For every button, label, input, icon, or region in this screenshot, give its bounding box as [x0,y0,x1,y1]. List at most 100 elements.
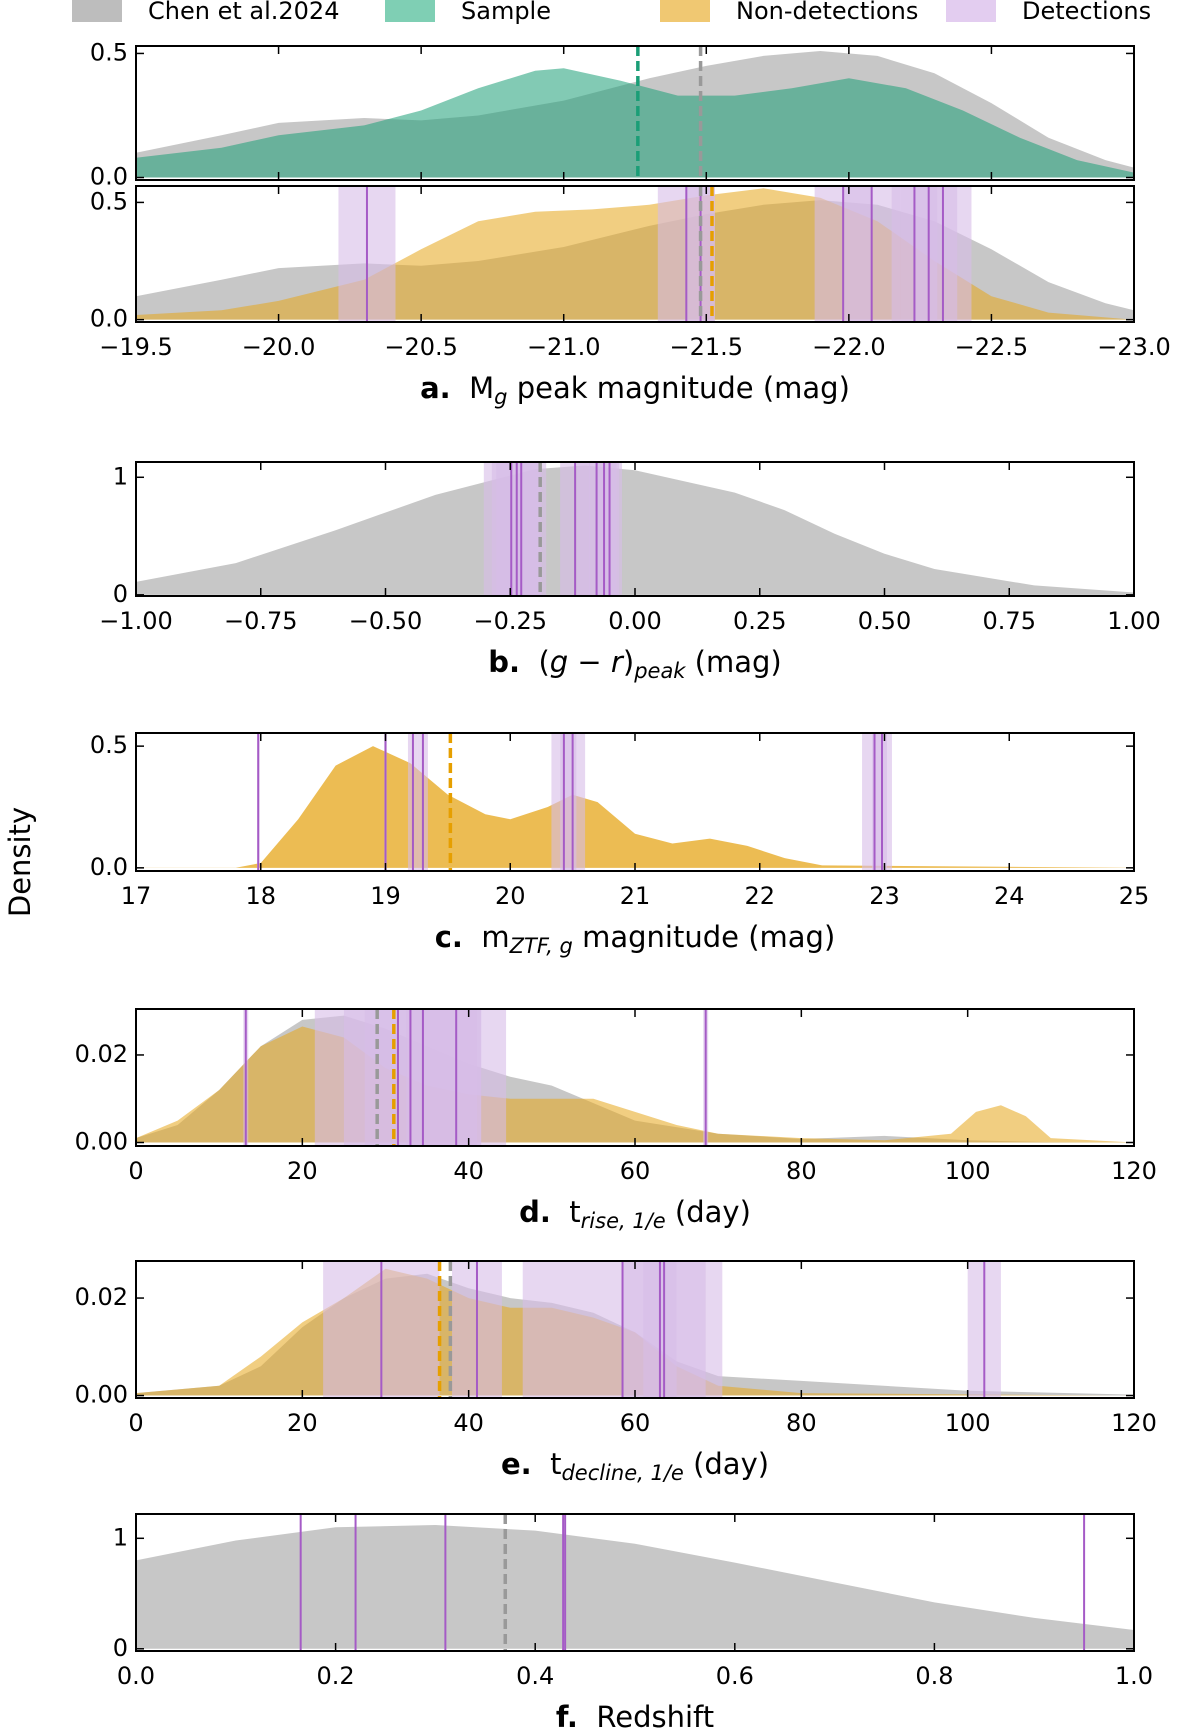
x-tick-label: 17 [121,882,152,910]
y-axis-label: Density [3,807,37,917]
panel-letter: d. [519,1195,551,1229]
y-tick-label: 0.00 [75,1127,128,1155]
axes-frame [135,1513,1135,1652]
label-part: decline, 1/e [561,1461,683,1485]
x-tick-label: 1.00 [1107,607,1160,635]
x-axis-label: a. Mg peak magnitude (mag) [420,371,850,409]
x-axis-label: d. trise, 1/e (day) [519,1195,751,1233]
y-tick-label: 0.5 [90,38,128,66]
label-part: (day) [666,1195,751,1229]
x-tick-label: 23 [869,882,900,910]
panel [136,1514,1134,1651]
x-tick-label: −22.0 [812,333,886,361]
panel-letter: e. [501,1447,532,1481]
x-tick-label: 60 [620,1409,651,1437]
x-tick-label: 0.0 [117,1662,155,1690]
x-tick-label: 0.4 [516,1662,554,1690]
label-part: magnitude (mag) [573,920,835,954]
x-axis-label: b. (g − r)peak (mag) [488,645,782,683]
x-tick-label: 40 [453,1409,484,1437]
label-part: (day) [684,1447,769,1481]
x-tick-label: 120 [1111,1157,1157,1185]
x-tick-label: 120 [1111,1409,1157,1437]
spacer [463,920,481,954]
x-axis-label: e. tdecline, 1/e (day) [501,1447,769,1485]
spacer [520,645,538,679]
x-tick-label: 0.2 [317,1662,355,1690]
y-tick-label: 0.5 [90,187,128,215]
y-tick-label: 1 [113,1523,128,1551]
label-part: rise, 1/e [581,1209,666,1233]
spacer [578,1700,596,1733]
x-tick-label: −20.5 [384,333,458,361]
legend-label: Detections [1022,0,1151,25]
spacer [451,371,469,405]
label-part: peak [633,659,686,683]
x-tick-label: 22 [744,882,775,910]
legend-label: Chen et al.2024 [148,0,339,25]
axes-frame [135,45,1135,181]
panel [136,46,1134,180]
x-tick-label: 100 [945,1157,991,1185]
density-area [136,68,1134,178]
panel [136,1261,1134,1398]
legend-label: Non-detections [736,0,918,25]
label-part: peak magnitude (mag) [508,371,850,405]
x-tick-label: −20.0 [242,333,316,361]
x-axis-label: c. mZTF, g magnitude (mag) [435,920,836,958]
label-part: (mag) [685,645,781,679]
legend-swatch [385,0,435,22]
panel [136,186,1134,322]
x-tick-label: 24 [994,882,1025,910]
label-part: ( [538,645,549,679]
x-tick-label: 0 [128,1157,143,1185]
legend-swatch [72,0,122,22]
y-tick-label: 0.0 [90,163,128,191]
x-tick-label: −23.0 [1097,333,1171,361]
y-tick-label: 1 [113,462,128,490]
density-area [136,465,1134,595]
y-tick-label: 0 [113,1634,128,1662]
y-tick-label: 0.00 [75,1381,128,1409]
label-part: M [469,371,494,405]
x-tick-label: −0.25 [473,607,547,635]
panel-letter: f. [556,1700,578,1733]
x-tick-label: −22.5 [955,333,1029,361]
x-tick-label: −21.5 [670,333,744,361]
panel-letter: b. [488,645,520,679]
x-tick-label: 0.50 [858,607,911,635]
x-axis-label: f. Redshift [556,1700,714,1733]
x-tick-label: 100 [945,1409,991,1437]
x-tick-label: 1.0 [1115,1662,1153,1690]
label-part: ZTF, g [509,934,573,958]
x-tick-label: 0.25 [733,607,786,635]
x-tick-label: 0.6 [716,1662,754,1690]
x-tick-label: 25 [1119,882,1150,910]
panel-letter: c. [435,920,463,954]
x-tick-label: 20 [495,882,526,910]
panel-letter: a. [420,371,451,405]
panel [136,733,1134,871]
label-part: ) [623,645,634,679]
x-tick-label: 60 [620,1157,651,1185]
label-part: t [550,1447,561,1481]
x-tick-label: −0.75 [224,607,298,635]
y-tick-label: 0.02 [75,1283,128,1311]
y-tick-label: 0.0 [90,305,128,333]
x-tick-label: 19 [370,882,401,910]
density-area [136,1026,1134,1143]
legend-label: Sample [461,0,551,25]
spacer [532,1447,550,1481]
label-part: m [481,920,509,954]
x-tick-label: 0 [128,1409,143,1437]
density-area [136,1525,1134,1649]
label-part: g − r [550,645,625,679]
panel [136,462,1134,596]
y-tick-label: 0.0 [90,853,128,881]
label-part: t [569,1195,580,1229]
x-tick-label: 20 [287,1157,318,1185]
x-tick-label: 20 [287,1409,318,1437]
x-tick-label: 0.75 [983,607,1036,635]
legend-swatch [660,0,710,22]
x-tick-label: 80 [786,1157,817,1185]
